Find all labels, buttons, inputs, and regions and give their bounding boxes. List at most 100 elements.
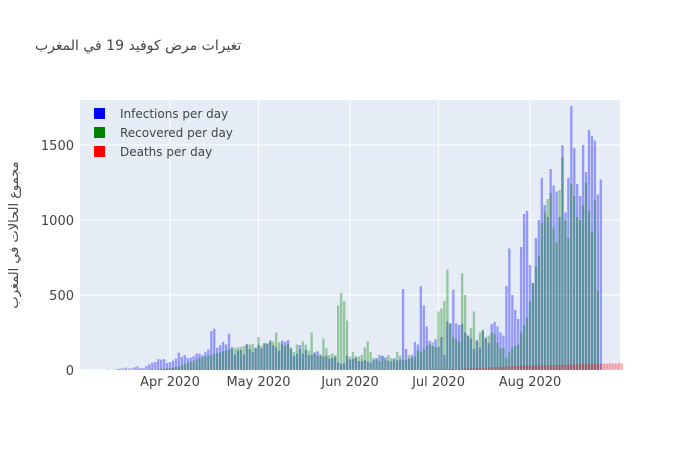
bar [239, 346, 242, 370]
bar [564, 220, 567, 370]
bar [555, 191, 558, 370]
bar [130, 368, 133, 370]
bar [534, 365, 538, 370]
bar [446, 369, 449, 370]
bar [425, 346, 428, 370]
bar [460, 273, 464, 370]
bar [519, 365, 523, 370]
bar [157, 359, 160, 370]
y-tick-label: 1500 [41, 139, 74, 154]
x-tick-label: Aug 2020 [499, 375, 562, 390]
bar [413, 341, 417, 370]
bar [366, 361, 369, 370]
bar [573, 196, 576, 370]
bar [558, 217, 561, 370]
x-tick-label: Jul 2020 [411, 375, 465, 390]
bar [484, 367, 487, 370]
bar [310, 332, 313, 370]
bar [201, 357, 204, 370]
bar [301, 353, 304, 370]
bar [584, 182, 588, 370]
bar [266, 344, 269, 370]
bar [593, 140, 597, 370]
bar [269, 341, 272, 370]
bar [398, 355, 402, 370]
bar [192, 356, 195, 370]
bar [301, 341, 304, 370]
bar [272, 341, 275, 370]
bar [466, 335, 470, 370]
bar [478, 347, 482, 370]
bar [162, 369, 166, 370]
bar [599, 179, 602, 370]
bar [552, 227, 555, 370]
bar-series-group [83, 106, 623, 370]
bar [508, 366, 511, 370]
bar [242, 354, 245, 370]
legend: Infections per day Recovered per day Death… [94, 107, 233, 159]
bar [124, 367, 127, 370]
bar [328, 358, 331, 370]
bar [437, 369, 440, 370]
bar [428, 340, 431, 370]
bar [522, 214, 526, 370]
bar [537, 256, 541, 370]
bar [449, 368, 452, 370]
x-axis-ticks: Apr 2020 May 2020 Jun 2020 Jul 2020 Aug 2020 [140, 375, 561, 390]
bar [339, 364, 343, 370]
bar [502, 348, 505, 370]
bar [463, 368, 467, 370]
bar [434, 339, 437, 370]
bar [157, 369, 160, 370]
bar [487, 367, 490, 370]
bar [440, 369, 443, 370]
bar [177, 352, 181, 370]
bar [378, 361, 381, 370]
series-infections-per-day [83, 106, 602, 370]
bar [239, 349, 242, 370]
bar [552, 185, 555, 370]
bar [431, 346, 434, 370]
bar [286, 340, 290, 370]
bar [307, 350, 310, 370]
bar [283, 341, 287, 370]
bar [183, 355, 186, 370]
bar [189, 361, 192, 370]
bar [422, 305, 425, 370]
bar [617, 363, 620, 370]
bar [289, 347, 293, 370]
bar [449, 323, 452, 370]
bar [186, 369, 189, 370]
bar [440, 337, 443, 370]
bar [419, 286, 422, 370]
bar [145, 366, 148, 370]
bar [384, 359, 387, 370]
bar [325, 348, 328, 370]
bar [278, 342, 281, 370]
bar [534, 238, 538, 370]
bar [543, 212, 546, 370]
bar [283, 346, 287, 370]
y-axis-ticks: 0 500 1000 1500 [41, 139, 74, 379]
bar [292, 356, 296, 370]
bar [221, 351, 225, 370]
gridlines [80, 100, 620, 371]
bar [348, 356, 352, 370]
bar [242, 346, 245, 370]
bar [354, 356, 358, 370]
series-deaths-per-day [118, 363, 623, 370]
y-tick-label: 1000 [41, 214, 74, 229]
bar [401, 289, 405, 370]
bar [363, 360, 366, 370]
bar [449, 323, 452, 370]
bar [354, 358, 358, 370]
bar [254, 348, 257, 370]
bar [337, 362, 340, 370]
bar [496, 367, 499, 370]
bar [310, 354, 313, 370]
bar [201, 369, 204, 370]
bar [428, 369, 431, 370]
bar [455, 368, 458, 370]
bar [413, 356, 417, 370]
